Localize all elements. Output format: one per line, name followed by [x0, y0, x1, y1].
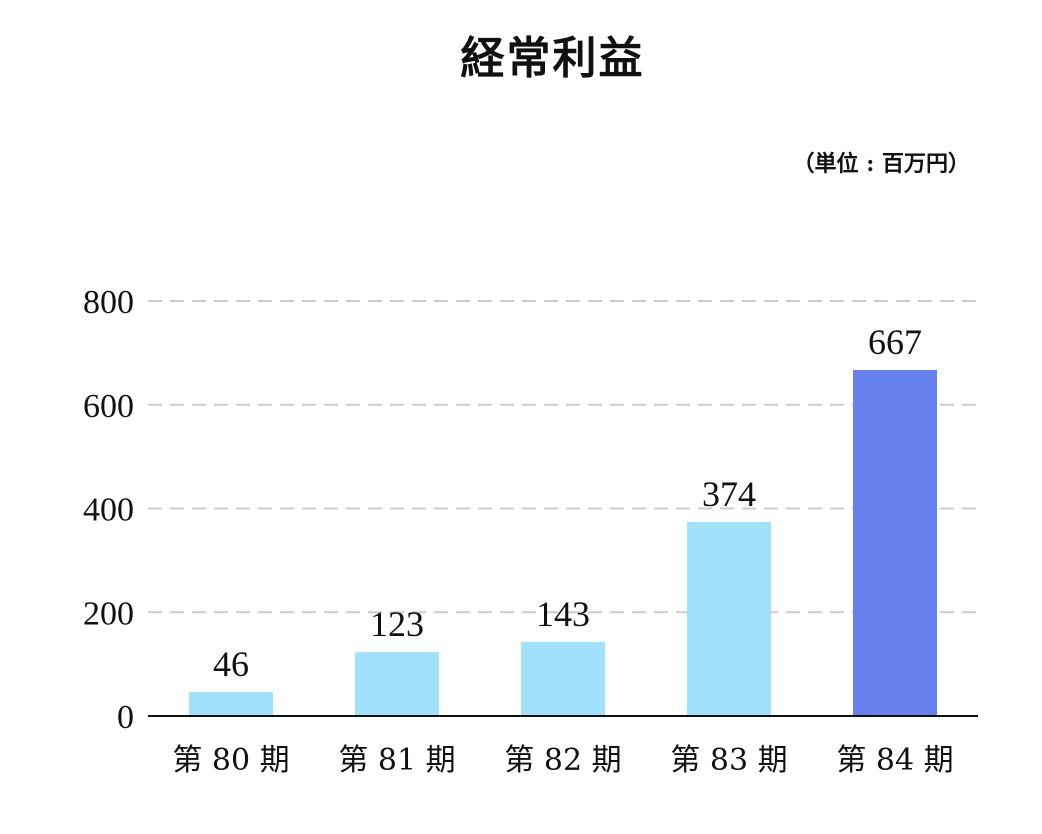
data-label: 143 — [536, 594, 590, 634]
data-label: 374 — [702, 474, 756, 514]
y-tick-label: 600 — [83, 388, 134, 425]
x-category-label: 第 82 期 — [504, 743, 621, 778]
unit-note: （単位 : 百万円） — [792, 151, 970, 177]
bar — [853, 369, 937, 716]
y-tick-label: 800 — [83, 284, 134, 321]
bar — [521, 641, 605, 716]
y-tick-label: 400 — [83, 492, 134, 529]
x-category-label: 第 83 期 — [670, 743, 787, 778]
data-label: 46 — [213, 644, 249, 684]
x-category-label: 第 84 期 — [836, 743, 953, 778]
x-category-label: 第 81 期 — [338, 743, 455, 778]
y-tick-label: 200 — [83, 595, 134, 632]
x-category-label: 第 80 期 — [172, 743, 289, 778]
bar — [687, 521, 771, 716]
chart-title: 経常利益 — [460, 33, 645, 84]
bar — [355, 652, 439, 716]
data-label: 667 — [868, 322, 922, 362]
y-tick-label: 0 — [117, 699, 134, 736]
bar — [189, 692, 273, 716]
data-label: 123 — [370, 604, 424, 644]
